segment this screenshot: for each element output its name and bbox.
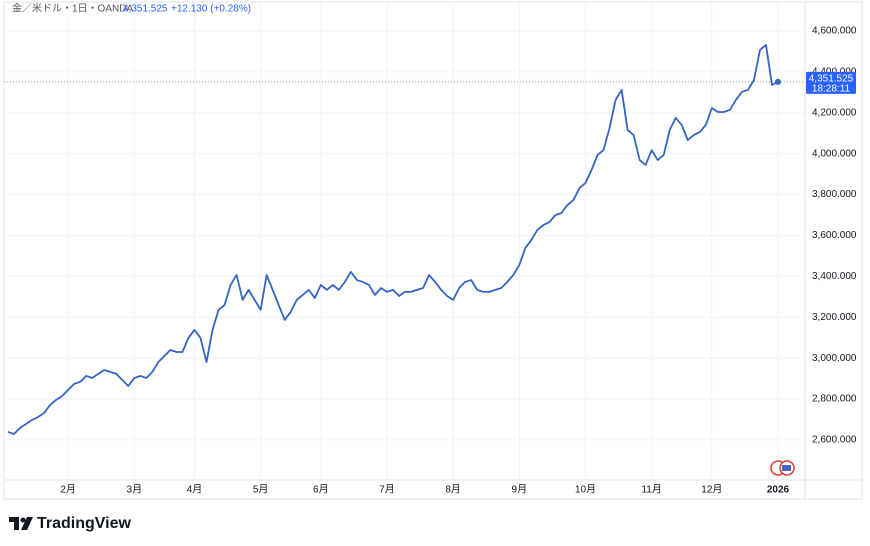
chart-frame [3, 1, 863, 500]
x-tick-label: 12月 [701, 484, 722, 496]
x-tick-label: 5月 [253, 484, 269, 496]
brand-name: TradingView [37, 515, 132, 532]
x-tick-label: 4月 [187, 484, 203, 496]
y-tick-label: 2,800.000 [812, 394, 857, 405]
y-tick-label: 4,600.000 [812, 26, 857, 37]
price-change: +12.130 (+0.28%) [171, 4, 251, 15]
x-tick-label: 10月 [575, 484, 596, 496]
grid [4, 2, 805, 480]
last-point [775, 78, 781, 85]
x-tick-label: 9月 [512, 484, 528, 496]
y-tick-label: 3,800.000 [812, 189, 857, 200]
y-tick-label: 3,000.000 [812, 353, 857, 364]
y-tick-label: 3,400.000 [812, 271, 857, 282]
y-tick-label: 4,000.000 [812, 148, 857, 159]
plot [4, 44, 805, 435]
x-tick-label: 2026 [767, 485, 790, 496]
symbol-info: 金／米ドル・1日・OANDA [12, 2, 133, 15]
x-tick-label: 11月 [641, 484, 661, 496]
tradingview-logo: TradingView [9, 515, 132, 532]
y-tick-label: 3,200.000 [812, 312, 857, 323]
y-tick-label: 2,600.000 [812, 435, 857, 446]
y-tick-label: 4,200.000 [812, 107, 857, 118]
last-price: 4,351.525 [123, 4, 168, 15]
price-tag-countdown: 18:28:11 [812, 83, 851, 94]
price-tag-value: 4,351.525 [809, 73, 854, 84]
y-tick-label: 3,600.000 [812, 230, 857, 241]
x-tick-label: 2月 [60, 484, 76, 496]
events-icon [770, 460, 795, 476]
price-tag [806, 71, 856, 94]
x-tick-label: 7月 [379, 484, 395, 496]
x-tick-label: 3月 [127, 484, 143, 496]
price-line [7, 44, 779, 435]
x-tick-label: 8月 [445, 484, 461, 496]
x-tick-label: 6月 [313, 484, 329, 496]
